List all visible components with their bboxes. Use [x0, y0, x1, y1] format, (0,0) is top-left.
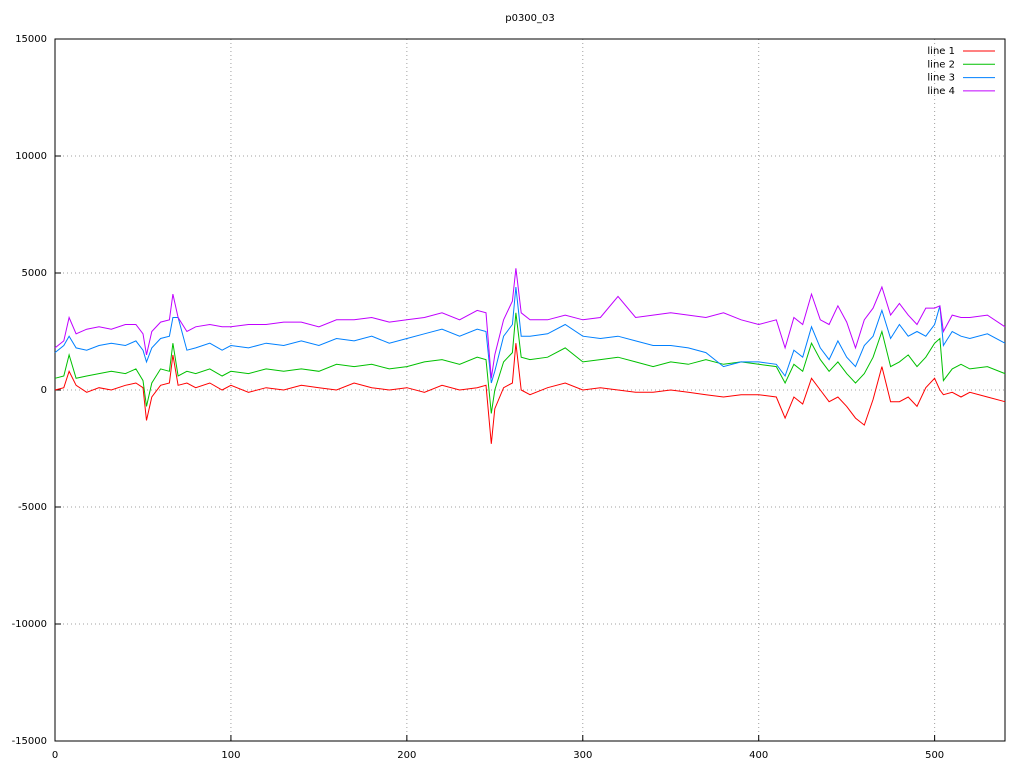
chart-title: p0300_03 — [505, 13, 555, 24]
legend-label: line 2 — [927, 59, 955, 70]
data-line — [54, 312, 1006, 414]
data-line — [54, 343, 1006, 444]
x-tick-label: 200 — [397, 750, 416, 761]
x-tick-label: 300 — [573, 750, 592, 761]
y-tick-label: -15000 — [12, 736, 47, 747]
y-tick-label: 10000 — [15, 151, 47, 162]
x-tick-label: 500 — [925, 750, 944, 761]
plot-border — [54, 38, 1006, 742]
y-tick-label: 5000 — [22, 268, 47, 279]
y-tick-label: -5000 — [18, 502, 47, 513]
legend-label: line 3 — [927, 73, 955, 84]
x-tick-label: 100 — [221, 750, 240, 761]
x-tick-label: 0 — [52, 750, 58, 761]
data-line — [54, 268, 1006, 379]
data-line — [54, 286, 1006, 384]
x-tick-label: 400 — [749, 750, 768, 761]
legend-label: line 1 — [927, 46, 955, 57]
y-tick-label: -10000 — [12, 619, 47, 630]
y-tick-label: 0 — [41, 385, 47, 396]
y-tick-label: 15000 — [15, 34, 47, 45]
legend-label: line 4 — [927, 86, 955, 97]
